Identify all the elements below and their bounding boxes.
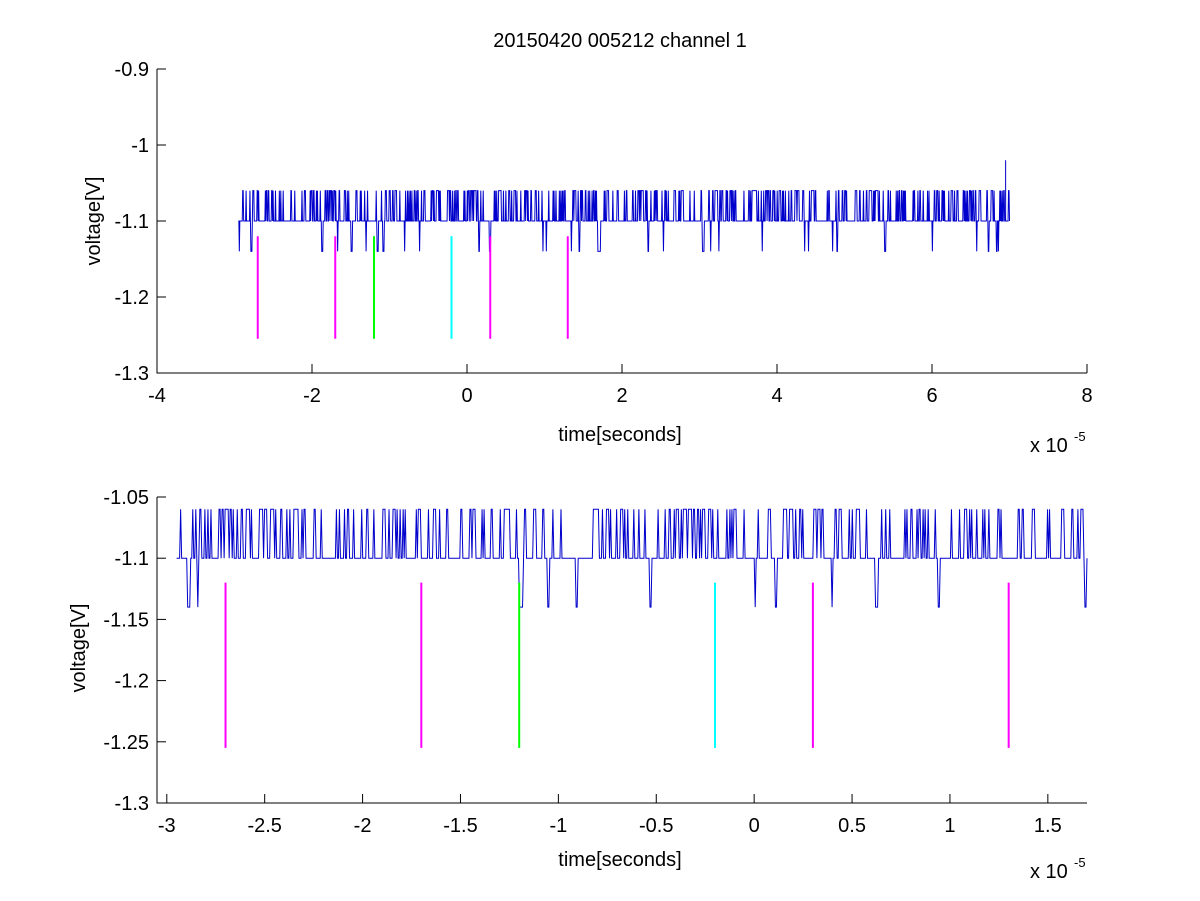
y-tick-label: -1.2 [115, 671, 149, 693]
y-tick-label: -1 [131, 135, 149, 157]
x-tick-label: 2 [616, 385, 627, 407]
bottom-plot-x-multiplier: x 10 [1030, 861, 1068, 883]
top-plot-signal [238, 160, 1010, 252]
top-plot-markers [256, 236, 569, 339]
x-tick-label: 8 [1081, 385, 1092, 407]
voltage-trace [238, 160, 1010, 252]
top-plot-title: 20150420 005212 channel 1 [493, 30, 747, 52]
y-tick-label: -0.9 [115, 59, 149, 81]
top-plot-ticks: -4 -2 0 2 4 6 8 -0.9 -1 -1.1 -1.2 -1.3 [115, 59, 1093, 407]
bottom-plot-markers [224, 582, 1010, 748]
top-plot-ylabel: voltage[V] [83, 177, 105, 266]
x-tick-label: 0 [749, 815, 760, 837]
top-plot-x-multiplier: x 10 [1030, 435, 1068, 457]
x-tick-label: -2 [354, 815, 372, 837]
x-tick-label: -2.5 [247, 815, 281, 837]
bottom-plot-x-multiplier-exponent: -5 [1074, 855, 1086, 870]
bottom-plot-ticks: -3 -2.5 -2 -1.5 -1 -0.5 0 0.5 1 1.5 -1.05 -1.1 -1.15… [103, 487, 1061, 837]
x-tick-label: -1.5 [443, 815, 477, 837]
bottom-plot: time[seconds] voltage[V] x 10 -5 -3 -2.5-… [68, 487, 1088, 883]
bottom-plot-axes [156, 497, 1087, 804]
y-tick-label: -1.2 [115, 287, 149, 309]
voltage-trace [176, 508, 1088, 608]
x-tick-label: -2 [303, 385, 321, 407]
x-tick-label: 1 [944, 815, 955, 837]
y-tick-label: -1.25 [103, 732, 149, 754]
top-plot-axes [156, 69, 1087, 374]
y-tick-label: -1.05 [103, 487, 149, 509]
top-plot-xlabel: time[seconds] [558, 424, 681, 446]
x-tick-label: -4 [148, 385, 166, 407]
x-tick-label: 4 [771, 385, 782, 407]
x-tick-label: -3 [158, 815, 176, 837]
y-tick-label: -1.1 [115, 211, 149, 233]
y-tick-label: -1.1 [115, 548, 149, 570]
bottom-plot-xlabel: time[seconds] [558, 849, 681, 871]
y-tick-label: -1.15 [103, 609, 149, 631]
x-tick-label: 0 [461, 385, 472, 407]
top-plot: 20150420 005212 channel 1 time[seconds] … [83, 30, 1093, 457]
x-tick-label: 1.5 [1034, 815, 1062, 837]
x-tick-label: -1 [549, 815, 567, 837]
bottom-plot-signal [176, 508, 1088, 608]
y-tick-label: -1.3 [115, 363, 149, 385]
x-tick-label: -0.5 [639, 815, 673, 837]
y-tick-label: -1.3 [115, 793, 149, 815]
x-tick-label: 6 [926, 385, 937, 407]
x-tick-label: 0.5 [838, 815, 866, 837]
top-plot-x-multiplier-exponent: -5 [1074, 429, 1086, 444]
bottom-plot-ylabel: voltage[V] [68, 604, 90, 693]
